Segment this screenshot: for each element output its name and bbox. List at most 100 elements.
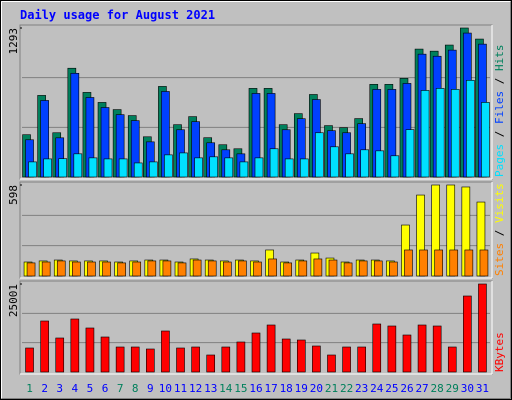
- bar: [253, 261, 262, 277]
- bar: [132, 261, 142, 277]
- x-tick-label: 19: [295, 382, 308, 395]
- x-tick-label: 21: [325, 382, 338, 395]
- legend: Pages / Files / Hits: [493, 45, 506, 178]
- bar: [209, 156, 219, 178]
- x-tick-label: 10: [159, 382, 172, 395]
- bar: [236, 341, 246, 373]
- bar: [343, 262, 353, 277]
- bar: [147, 260, 157, 277]
- x-tick-label: 16: [249, 382, 262, 395]
- x-tick-label: 14: [219, 382, 233, 395]
- bar: [103, 158, 113, 178]
- x-tick-label: 17: [264, 382, 277, 395]
- bar: [284, 158, 294, 178]
- bar: [55, 337, 65, 373]
- bar: [478, 283, 487, 373]
- bar: [239, 161, 249, 178]
- x-tick-label: 12: [189, 382, 202, 395]
- x-tick-label: 11: [174, 382, 187, 395]
- bar: [130, 346, 140, 373]
- bar: [26, 262, 36, 277]
- x-tick-label: 9: [147, 382, 154, 395]
- bar: [387, 325, 397, 373]
- bar: [481, 102, 490, 178]
- bar: [266, 324, 276, 373]
- bar: [298, 260, 308, 277]
- bar: [390, 155, 400, 178]
- x-tick-label: 3: [56, 382, 63, 395]
- bar: [434, 249, 443, 277]
- legend-separator: /: [493, 223, 506, 243]
- legend-entry: Visits: [493, 183, 506, 223]
- bar: [176, 347, 185, 373]
- x-tick-label: 27: [415, 382, 428, 395]
- bar: [164, 154, 173, 178]
- bar: [25, 347, 34, 373]
- bar: [133, 162, 143, 178]
- bar: [41, 261, 51, 277]
- bar: [206, 354, 216, 373]
- bar: [419, 249, 428, 277]
- bar: [313, 258, 323, 277]
- x-tick-label: 4: [72, 382, 79, 395]
- bar: [73, 153, 83, 178]
- x-tick-label: 15: [234, 382, 247, 395]
- legend-entry: KBytes: [493, 332, 506, 372]
- bar: [115, 346, 125, 373]
- bar: [149, 161, 158, 178]
- bar: [87, 261, 96, 277]
- bar: [466, 80, 475, 178]
- y-tick-label: 25001: [7, 284, 20, 317]
- x-tick-label: 30: [461, 382, 474, 395]
- bar: [315, 132, 324, 178]
- bar: [85, 327, 95, 373]
- x-tick-label: 5: [87, 382, 94, 395]
- bar: [117, 262, 126, 277]
- chart-title: Daily usage for August 2021: [20, 8, 215, 22]
- bar: [251, 332, 261, 373]
- bar: [102, 261, 111, 277]
- x-tick-label: 22: [340, 382, 353, 395]
- x-tick-label: 28: [431, 382, 444, 395]
- x-tick-label: 8: [132, 382, 139, 395]
- x-tick-label: 7: [117, 382, 124, 395]
- bar: [254, 157, 264, 178]
- bar: [360, 149, 369, 178]
- bar: [269, 148, 279, 178]
- bar: [447, 346, 457, 373]
- bar: [417, 324, 427, 373]
- bar: [405, 129, 415, 178]
- bar: [281, 338, 291, 373]
- bar: [342, 346, 351, 373]
- bar: [372, 323, 382, 373]
- bar: [43, 158, 52, 178]
- bar: [283, 262, 292, 277]
- bar: [221, 346, 231, 373]
- bar: [420, 90, 430, 178]
- bar: [375, 150, 385, 178]
- legend-entry: Files: [493, 91, 506, 124]
- legend-entry: Sites: [493, 243, 506, 276]
- bar: [268, 258, 277, 277]
- bar: [40, 320, 49, 373]
- bar: [330, 146, 339, 178]
- x-tick-label: 2: [41, 382, 48, 395]
- bar: [327, 354, 336, 373]
- x-tick-label: 26: [400, 382, 413, 395]
- bar: [72, 261, 81, 277]
- bar: [28, 161, 37, 178]
- legend-entry: Hits: [493, 45, 506, 72]
- bar: [345, 153, 354, 178]
- x-tick-label: 23: [355, 382, 368, 395]
- y-tick-label: 1293: [7, 28, 20, 55]
- bar: [100, 336, 110, 373]
- x-tick-label: 29: [446, 382, 459, 395]
- bar: [299, 158, 309, 178]
- x-tick-label: 31: [476, 382, 489, 395]
- bar: [88, 157, 98, 178]
- bar: [192, 259, 202, 277]
- bar: [463, 295, 472, 373]
- bar: [312, 345, 321, 373]
- bar: [238, 260, 247, 277]
